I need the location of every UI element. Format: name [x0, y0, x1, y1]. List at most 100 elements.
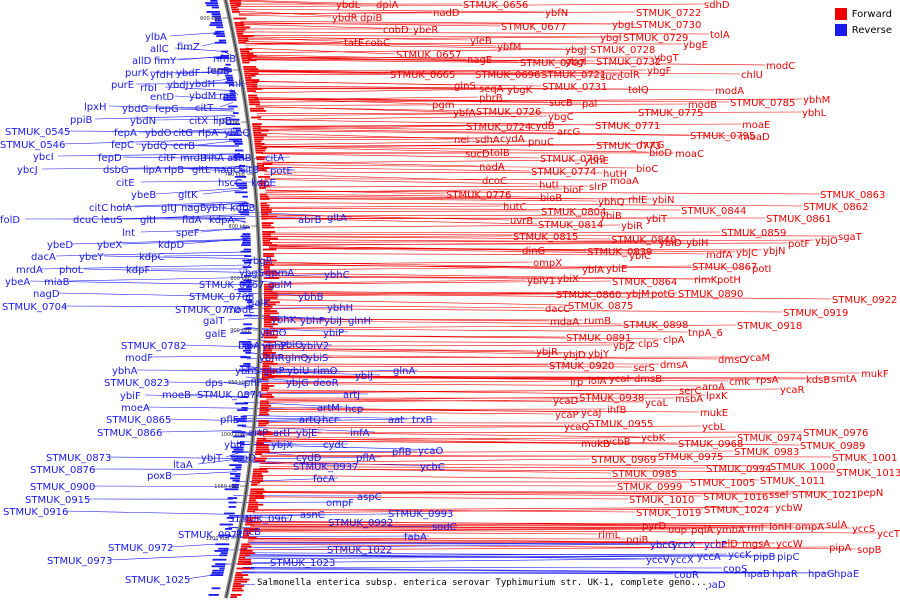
reverse-gene-block [231, 446, 244, 449]
reverse-gene-block [219, 68, 232, 70]
gene-leader-line [62, 305, 249, 308]
gene-label: ybcJ [17, 165, 38, 176]
gene-leader-line [155, 187, 244, 195]
gene-label: cspD [231, 453, 256, 464]
gene-label: dacC [545, 304, 570, 315]
forward-gene-block [247, 94, 257, 97]
gene-label: dps [205, 378, 223, 389]
forward-gene-block [230, 596, 237, 598]
gene-label: nadD [433, 8, 460, 19]
forward-gene-block [263, 330, 278, 332]
reverse-gene-block [242, 239, 251, 242]
gene-leader-line [259, 130, 740, 137]
gene-leader-line [251, 522, 826, 525]
forward-gene-block [233, 17, 247, 20]
gene-leader-line [269, 272, 694, 280]
forward-gene-block [262, 365, 270, 367]
gene-label: arcG [557, 127, 580, 138]
forward-gene-block [255, 448, 270, 451]
gene-label: dcuC [73, 215, 98, 226]
gene-label: ybeY [79, 252, 104, 263]
gene-label: lnt [122, 228, 135, 239]
gene-label: ltaA [173, 460, 193, 471]
forward-gene-block [231, 589, 244, 592]
gene-label: yccX [672, 540, 696, 551]
forward-gene-block [258, 182, 266, 185]
gene-label: slrP [589, 182, 607, 193]
reverse-gene-block [242, 237, 251, 240]
gene-label: STMUK_1000 [770, 462, 835, 473]
gene-label: STMUK_0866 [97, 428, 162, 439]
gene-label: STMUK_0861 [766, 214, 831, 225]
gene-leader-line [103, 255, 248, 259]
forward-gene-block [259, 193, 267, 196]
gene-leader-line [226, 535, 430, 537]
reverse-gene-block [238, 288, 252, 290]
gene-label: ybiX [557, 274, 579, 285]
gene-label: glnA [393, 366, 415, 377]
gene-leader-line [247, 338, 306, 345]
gene-leader-line [174, 95, 233, 101]
forward-gene-block [256, 442, 264, 444]
gene-leader-line [202, 189, 244, 195]
forward-gene-block [255, 453, 263, 455]
gene-label: fepB [207, 66, 230, 77]
gene-leader-line [268, 248, 763, 251]
gene-leader-line [40, 264, 248, 270]
gene-label: ybjT [201, 453, 223, 464]
gene-label: STMUK_0898 [623, 320, 688, 331]
forward-gene-block [252, 125, 260, 128]
forward-gene-block [248, 99, 259, 101]
gene-label: ycaI [609, 374, 630, 385]
gene-leader-line [260, 454, 832, 458]
gene-label: yccW [776, 539, 803, 550]
forward-gene-block [264, 292, 278, 295]
gene-label: ybeX [97, 240, 122, 251]
forward-gene-block [262, 371, 276, 374]
gene-leader-line [241, 572, 808, 574]
forward-gene-block [233, 580, 248, 583]
reverse-gene-block [215, 57, 230, 59]
forward-gene-block [263, 253, 274, 255]
forward-gene-block [252, 470, 269, 473]
gene-leader-line [248, 538, 776, 544]
forward-gene-block [263, 312, 279, 315]
gene-label: hpaD [699, 580, 726, 591]
gene-label: ycaP [555, 410, 579, 421]
gene-leader-line [269, 293, 832, 300]
forward-gene-block [264, 299, 271, 301]
gene-label: kdpF [126, 265, 150, 276]
gene-leader-line [107, 554, 224, 561]
reverse-gene-block [242, 396, 249, 398]
reverse-gene-block [224, 512, 235, 515]
forward-gene-block [263, 261, 271, 264]
ruler-tick-label: 1050 kbp [214, 484, 238, 490]
gene-label: STMUK_0771 [595, 121, 660, 132]
ruler-tick-label: 700 kbp [219, 120, 239, 126]
gene-leader-line [157, 430, 242, 433]
reverse-gene-block [237, 409, 248, 411]
ruler-tick-label: 600 kbp [200, 16, 220, 22]
forward-gene-block [263, 316, 278, 319]
forward-gene-block [246, 88, 263, 90]
gene-label: STMUK_0839 [587, 247, 652, 258]
gene-leader-line [246, 370, 381, 376]
gene-leader-line [106, 456, 239, 459]
gene-leader-line [263, 424, 564, 427]
genome-backbone [223, 0, 262, 599]
gene-label: STMUK_0975 [658, 452, 723, 463]
gene-leader-line [255, 496, 629, 500]
forward-gene-block [252, 477, 263, 480]
reverse-gene-block [224, 488, 239, 491]
gene-label: ybjY [588, 349, 610, 360]
reverse-gene-block [245, 299, 252, 301]
gene-leader-line [249, 69, 741, 75]
gene-leader-line [268, 235, 513, 237]
gene-leader-line [230, 203, 245, 208]
gene-label: citF [158, 153, 176, 164]
gene-label: STMUK_1021 [792, 490, 857, 501]
gene-leader-line [230, 513, 326, 516]
gene-leader-line [135, 143, 240, 146]
gene-leader-line [240, 20, 636, 25]
gene-label: gpmA [265, 268, 294, 279]
